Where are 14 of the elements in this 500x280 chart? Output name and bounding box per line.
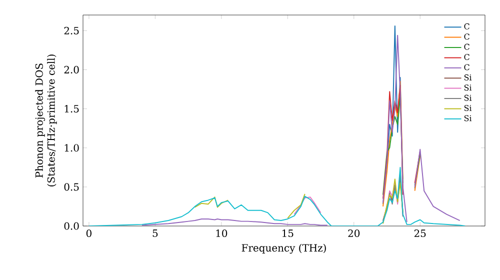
x-axis-title: Frequency (THz): [242, 244, 326, 254]
x-tick-label: 5: [152, 230, 158, 237]
x-tick-label: 0: [86, 230, 92, 238]
x-tick-label: 10: [216, 230, 228, 238]
x-tick-label: 15: [282, 230, 294, 238]
y-axis-title: Phonon projected DOS (States/THz·primitive cell): [35, 54, 57, 186]
y-tick-label: 0.0: [64, 222, 79, 230]
y-tick-label: 0.5: [64, 183, 79, 191]
x-tick-label: 20: [348, 230, 360, 238]
y-tick-label: 1.0: [64, 144, 79, 152]
x-tick-label: 25: [414, 230, 426, 238]
y-tick-label: 2.5: [64, 26, 79, 34]
y-tick-label: 1.5: [64, 104, 79, 113]
y-tick-label: 2.0: [64, 66, 79, 74]
